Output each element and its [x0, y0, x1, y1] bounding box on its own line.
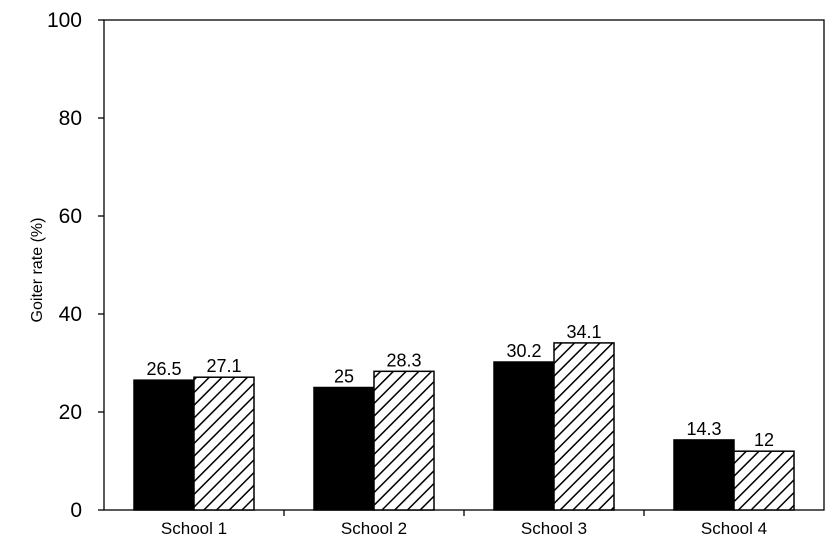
bar-hatched	[193, 376, 255, 511]
x-category-label: School 2	[341, 519, 407, 538]
y-axis: 0 20 40 60 80 100	[47, 9, 104, 522]
y-axis-title: Goiter rate (%)	[29, 218, 46, 323]
bar-hatched	[553, 342, 615, 511]
y-tick-label: 0	[70, 499, 82, 522]
x-category-label: School 4	[701, 519, 767, 538]
x-category-label: School 1	[161, 519, 227, 538]
bar-value-label: 27.1	[206, 356, 241, 376]
bar-solid	[313, 386, 375, 511]
y-tick-label: 80	[59, 107, 82, 130]
y-tick-label: 60	[59, 205, 82, 228]
data-labels: 26.5 27.1 25 28.3 30.2 34.1 14.3 12	[146, 322, 774, 450]
bar-value-label: 12	[754, 430, 774, 450]
y-tick-label: 40	[59, 303, 82, 326]
bar-solid	[673, 439, 735, 511]
bar-value-label: 14.3	[686, 419, 721, 439]
bar-hatched	[733, 450, 795, 511]
x-category-label: School 3	[521, 519, 587, 538]
bar-solid	[133, 379, 195, 511]
x-axis: School 1 School 2 School 3 School 4	[161, 510, 767, 538]
bar-value-label: 34.1	[566, 322, 601, 342]
y-tick-label: 100	[47, 9, 82, 32]
bar-value-label: 28.3	[386, 350, 421, 370]
y-tick-label: 20	[59, 401, 82, 424]
bar-value-label: 26.5	[146, 359, 181, 379]
bar-value-label: 30.2	[506, 341, 541, 361]
bars	[133, 342, 795, 511]
bar-hatched	[373, 370, 435, 511]
bar-value-label: 25	[334, 367, 354, 387]
bar-solid	[493, 361, 555, 511]
